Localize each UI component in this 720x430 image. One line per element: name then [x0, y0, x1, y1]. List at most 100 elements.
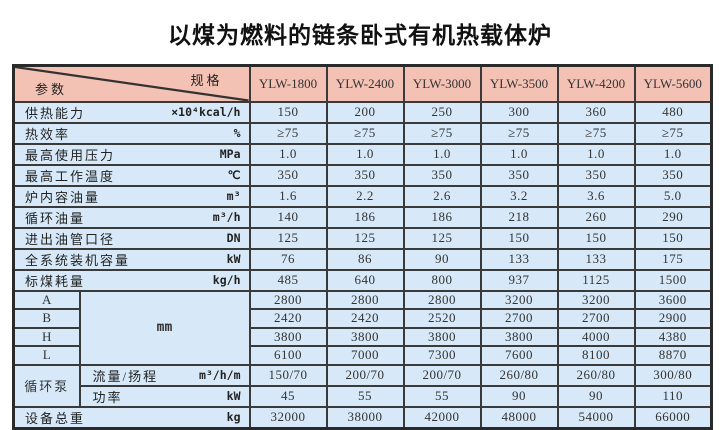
model-header-ylw-2400: YLW-2400: [325, 64, 405, 103]
value-cell: 1.0: [325, 142, 405, 166]
table-row-pipe-diameter: 进出油管口径 DN 125 125 125 150 150 150: [12, 226, 713, 250]
value-cell: 937: [479, 268, 559, 292]
value-cell: 260/80: [556, 363, 636, 387]
param-unit: kW: [226, 252, 241, 266]
value-cell: 5.0: [633, 184, 713, 208]
dim-label-b: B: [12, 308, 81, 329]
value-cell: 200/70: [402, 363, 482, 387]
value-cell: 1.6: [248, 184, 328, 208]
value-cell: 350: [479, 163, 559, 187]
param-label: 供热能力: [25, 105, 86, 121]
value-cell: 175: [633, 247, 713, 271]
dim-label-a: A: [12, 289, 81, 310]
param-unit: kg/h: [212, 273, 241, 287]
table-row-coal-consumption: 标煤耗量 kg/h 485 640 800 937 1125 1500: [12, 268, 713, 292]
param-label: 功率: [92, 389, 123, 405]
value-cell: 1125: [556, 268, 636, 292]
value-cell: 76: [248, 247, 328, 271]
pump-label: 循环泵: [12, 363, 81, 408]
value-cell: 350: [633, 163, 713, 187]
param-cell: 供热能力 ×10⁴kcal/h: [12, 100, 251, 124]
value-cell: 300: [479, 100, 559, 124]
value-cell: ≥75: [248, 121, 328, 145]
value-cell: 2520: [402, 308, 482, 329]
value-cell: 485: [248, 268, 328, 292]
value-cell: 2700: [479, 308, 559, 329]
value-cell: 90: [556, 384, 636, 408]
table-row-max-pressure: 最高使用压力 MPa 1.0 1.0 1.0 1.0 1.0 1.0: [12, 142, 713, 166]
param-label: 循环油量: [25, 210, 86, 226]
value-cell: 55: [402, 384, 482, 408]
param-unit: m³/h/m: [198, 368, 241, 382]
value-cell: 800: [402, 268, 482, 292]
model-header-ylw-4200: YLW-4200: [556, 64, 636, 103]
param-label: 进出油管口径: [25, 231, 116, 247]
value-cell: 640: [325, 268, 405, 292]
model-header-ylw-5600: YLW-5600: [633, 64, 713, 103]
value-cell: 66000: [633, 405, 713, 429]
param-cell: 热效率%: [12, 121, 251, 145]
value-cell: 3.2: [479, 184, 559, 208]
value-cell: 3200: [479, 289, 559, 310]
param-unit: %: [233, 126, 241, 140]
model-header-ylw-3000: YLW-3000: [402, 64, 482, 103]
value-cell: 2800: [325, 289, 405, 310]
param-cell: 最高使用压力 MPa: [12, 142, 251, 166]
table-row-dim-l: L 6100 7000 7300 7600 8100 8870: [12, 345, 713, 366]
param-cell: 进出油管口径 DN: [12, 226, 251, 250]
value-cell: ≥75: [556, 121, 636, 145]
value-cell: 110: [633, 384, 713, 408]
value-cell: 2700: [556, 308, 636, 329]
value-cell: 3.6: [556, 184, 636, 208]
table-row-dim-b: B 2420 2420 2520 2700 2700 2900: [12, 308, 713, 329]
param-unit: m³: [226, 189, 241, 203]
param-label: 热效率: [25, 126, 71, 142]
value-cell: 2800: [248, 289, 328, 310]
value-cell: 186: [325, 205, 405, 229]
value-cell: 1.0: [402, 142, 482, 166]
value-cell: 300/80: [633, 363, 713, 387]
value-cell: 350: [556, 163, 636, 187]
value-cell: 2800: [402, 289, 482, 310]
table-row-installed-capacity: 全系统装机容量 kW 76 86 90 133 133 175: [12, 247, 713, 271]
value-cell: 250: [402, 100, 482, 124]
value-cell: 150: [556, 226, 636, 250]
table-row-max-temperature: 最高工作温度 ℃ 350 350 350 350 350 350: [12, 163, 713, 187]
param-label: 全系统装机容量: [25, 252, 131, 268]
table-row-pump-flow: 循环泵 流量/扬程 m³/h/m 150/70 200/70 200/70 260…: [12, 363, 713, 408]
value-cell: 140: [248, 205, 328, 229]
value-cell: 3800: [325, 326, 405, 347]
table-row-oil-volume: 炉内容油量 m³ 1.6 2.2 2.6 3.2 3.6 5.0: [12, 184, 713, 208]
table-row-total-weight: 设备总重 kg 32000 38000 42000 48000 54000 660…: [12, 405, 713, 429]
value-cell: 48000: [479, 405, 559, 429]
value-cell: 133: [556, 247, 636, 271]
param-cell: 炉内容油量 m³: [12, 184, 251, 208]
param-cell: 标煤耗量 kg/h: [12, 268, 251, 292]
value-cell: 3800: [402, 326, 482, 347]
value-cell: 150: [248, 100, 328, 124]
value-cell: 3200: [556, 289, 636, 310]
value-cell: 4380: [633, 326, 713, 347]
dim-label-l: L: [12, 345, 81, 366]
value-cell: 186: [402, 205, 482, 229]
value-cell: 350: [325, 163, 405, 187]
value-cell: 360: [556, 100, 636, 124]
param-cell: 最高工作温度 ℃: [12, 163, 251, 187]
value-cell: 2.2: [325, 184, 405, 208]
model-header-ylw-1800: YLW-1800: [248, 64, 328, 103]
value-cell: 7300: [402, 345, 482, 366]
value-cell: 42000: [402, 405, 482, 429]
value-cell: 218: [479, 205, 559, 229]
value-cell: 200: [325, 100, 405, 124]
param-label: 最高工作温度: [25, 168, 116, 184]
value-cell: 8870: [633, 345, 713, 366]
value-cell: 1.0: [633, 142, 713, 166]
diagonal-line-icon: [15, 67, 248, 100]
value-cell: 8100: [556, 345, 636, 366]
value-cell: 1500: [633, 268, 713, 292]
spec-table: 规格 参数 YLW-1800 YLW-2400 YLW-3000 YLW-350…: [12, 64, 713, 430]
value-cell: 4000: [556, 326, 636, 347]
model-header-ylw-3500: YLW-3500: [479, 64, 559, 103]
value-cell: 350: [402, 163, 482, 187]
